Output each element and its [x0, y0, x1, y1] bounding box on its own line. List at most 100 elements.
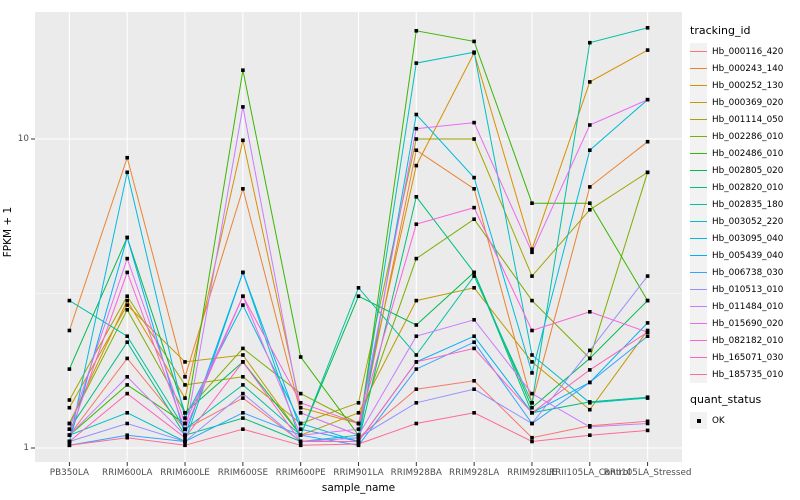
line-swatch-icon	[690, 264, 707, 281]
data-point	[472, 270, 476, 275]
x-tick-label: RRIM928LA	[448, 468, 500, 478]
data-point	[530, 360, 534, 364]
legend-item-Hb_002805_020: Hb_002805_020	[690, 162, 798, 179]
data-point	[645, 97, 650, 102]
x-tick-label: PB350LA	[49, 468, 90, 478]
data-point	[241, 346, 245, 351]
data-point	[588, 407, 592, 412]
data-point	[530, 371, 534, 375]
data-point	[356, 435, 361, 440]
data-point	[588, 348, 592, 353]
data-point	[588, 40, 592, 45]
data-point	[472, 340, 476, 344]
line-swatch-icon	[690, 111, 707, 128]
legend-item-Hb_011484_010: Hb_011484_010	[690, 298, 798, 315]
data-point	[241, 187, 245, 191]
line-swatch-icon	[690, 145, 707, 162]
data-point	[414, 126, 419, 131]
data-point	[414, 323, 419, 327]
data-point	[472, 217, 476, 221]
data-point	[183, 383, 187, 387]
data-point	[67, 443, 72, 448]
data-point	[414, 334, 419, 338]
legend-label: Hb_000252_130	[712, 80, 784, 91]
legend-label: Hb_001114_050	[712, 114, 784, 125]
data-point	[530, 250, 534, 255]
legend-item-Hb_002820_010: Hb_002820_010	[690, 179, 798, 196]
data-point	[241, 353, 245, 357]
legend-label: Hb_165071_030	[712, 352, 784, 363]
ok-square-icon	[690, 412, 707, 429]
data-point	[530, 421, 534, 426]
data-point	[356, 401, 361, 405]
data-point	[241, 294, 245, 298]
data-point	[588, 201, 592, 205]
legend-label: Hb_011484_010	[712, 301, 784, 312]
x-axis-title: sample_name	[321, 482, 396, 494]
data-point	[530, 391, 534, 396]
data-point	[472, 205, 476, 210]
data-point	[241, 416, 245, 420]
legend-item-list: Hb_000116_420 Hb_000243_140 Hb_000252_130 H…	[690, 43, 798, 383]
data-point	[645, 48, 650, 52]
data-point	[298, 391, 303, 396]
legend-item-Hb_185735_010: Hb_185735_010	[690, 366, 798, 383]
data-point	[588, 310, 592, 314]
data-point	[125, 270, 129, 275]
data-point	[125, 303, 129, 307]
legend-item-Hb_000252_130: Hb_000252_130	[690, 77, 798, 94]
x-tick-label: RRIM600SE	[217, 468, 269, 478]
data-point	[472, 137, 476, 141]
data-point	[530, 247, 534, 251]
data-point	[298, 427, 303, 431]
data-point	[67, 427, 72, 431]
data-point	[241, 270, 245, 275]
data-point	[241, 391, 245, 396]
legend-item-Hb_010513_010: Hb_010513_010	[690, 281, 798, 298]
data-point	[414, 29, 419, 33]
data-point	[125, 235, 129, 240]
legend-label: Hb_010513_010	[712, 284, 784, 295]
data-point	[67, 433, 72, 437]
data-point	[356, 427, 361, 431]
data-point	[472, 39, 476, 44]
data-point	[530, 328, 534, 333]
x-tick-label: RRIM928LE	[507, 468, 557, 478]
data-point	[530, 201, 534, 205]
data-point	[472, 387, 476, 391]
line-swatch-icon	[690, 230, 707, 247]
data-point	[645, 428, 650, 433]
legend-item-Hb_165071_030: Hb_165071_030	[690, 349, 798, 366]
data-point	[67, 439, 72, 444]
line-swatch-icon	[690, 298, 707, 315]
line-swatch-icon	[690, 162, 707, 179]
data-point	[356, 411, 361, 415]
data-point	[183, 396, 187, 400]
data-point	[67, 367, 72, 371]
data-point	[241, 427, 245, 431]
data-point	[183, 439, 187, 444]
legend-label: Hb_002835_180	[712, 199, 784, 210]
legend-item-Hb_000369_020: Hb_000369_020	[690, 94, 798, 111]
legend-item-Hb_006738_030: Hb_006738_030	[690, 264, 798, 281]
y-tick-label: 10	[17, 133, 29, 144]
legend-label: Hb_003095_040	[712, 233, 784, 244]
data-point	[588, 185, 592, 189]
data-point	[588, 123, 592, 127]
line-swatch-icon	[690, 179, 707, 196]
x-tick-label: RRIM600LA	[102, 468, 153, 478]
legend-label: Hb_002486_010	[712, 148, 784, 159]
data-point	[472, 379, 476, 383]
legend-label: Hb_006738_030	[712, 267, 784, 278]
data-point	[472, 50, 476, 54]
legend-item-Hb_002835_180: Hb_002835_180	[690, 196, 798, 213]
line-swatch-icon	[690, 315, 707, 332]
data-point	[588, 208, 592, 212]
legend-item-ok: OK	[690, 412, 798, 429]
data-point	[472, 175, 476, 180]
data-point	[588, 380, 592, 385]
y-axis-title: FPKM + 1	[2, 206, 14, 258]
data-point	[472, 286, 476, 290]
data-point	[645, 421, 650, 426]
